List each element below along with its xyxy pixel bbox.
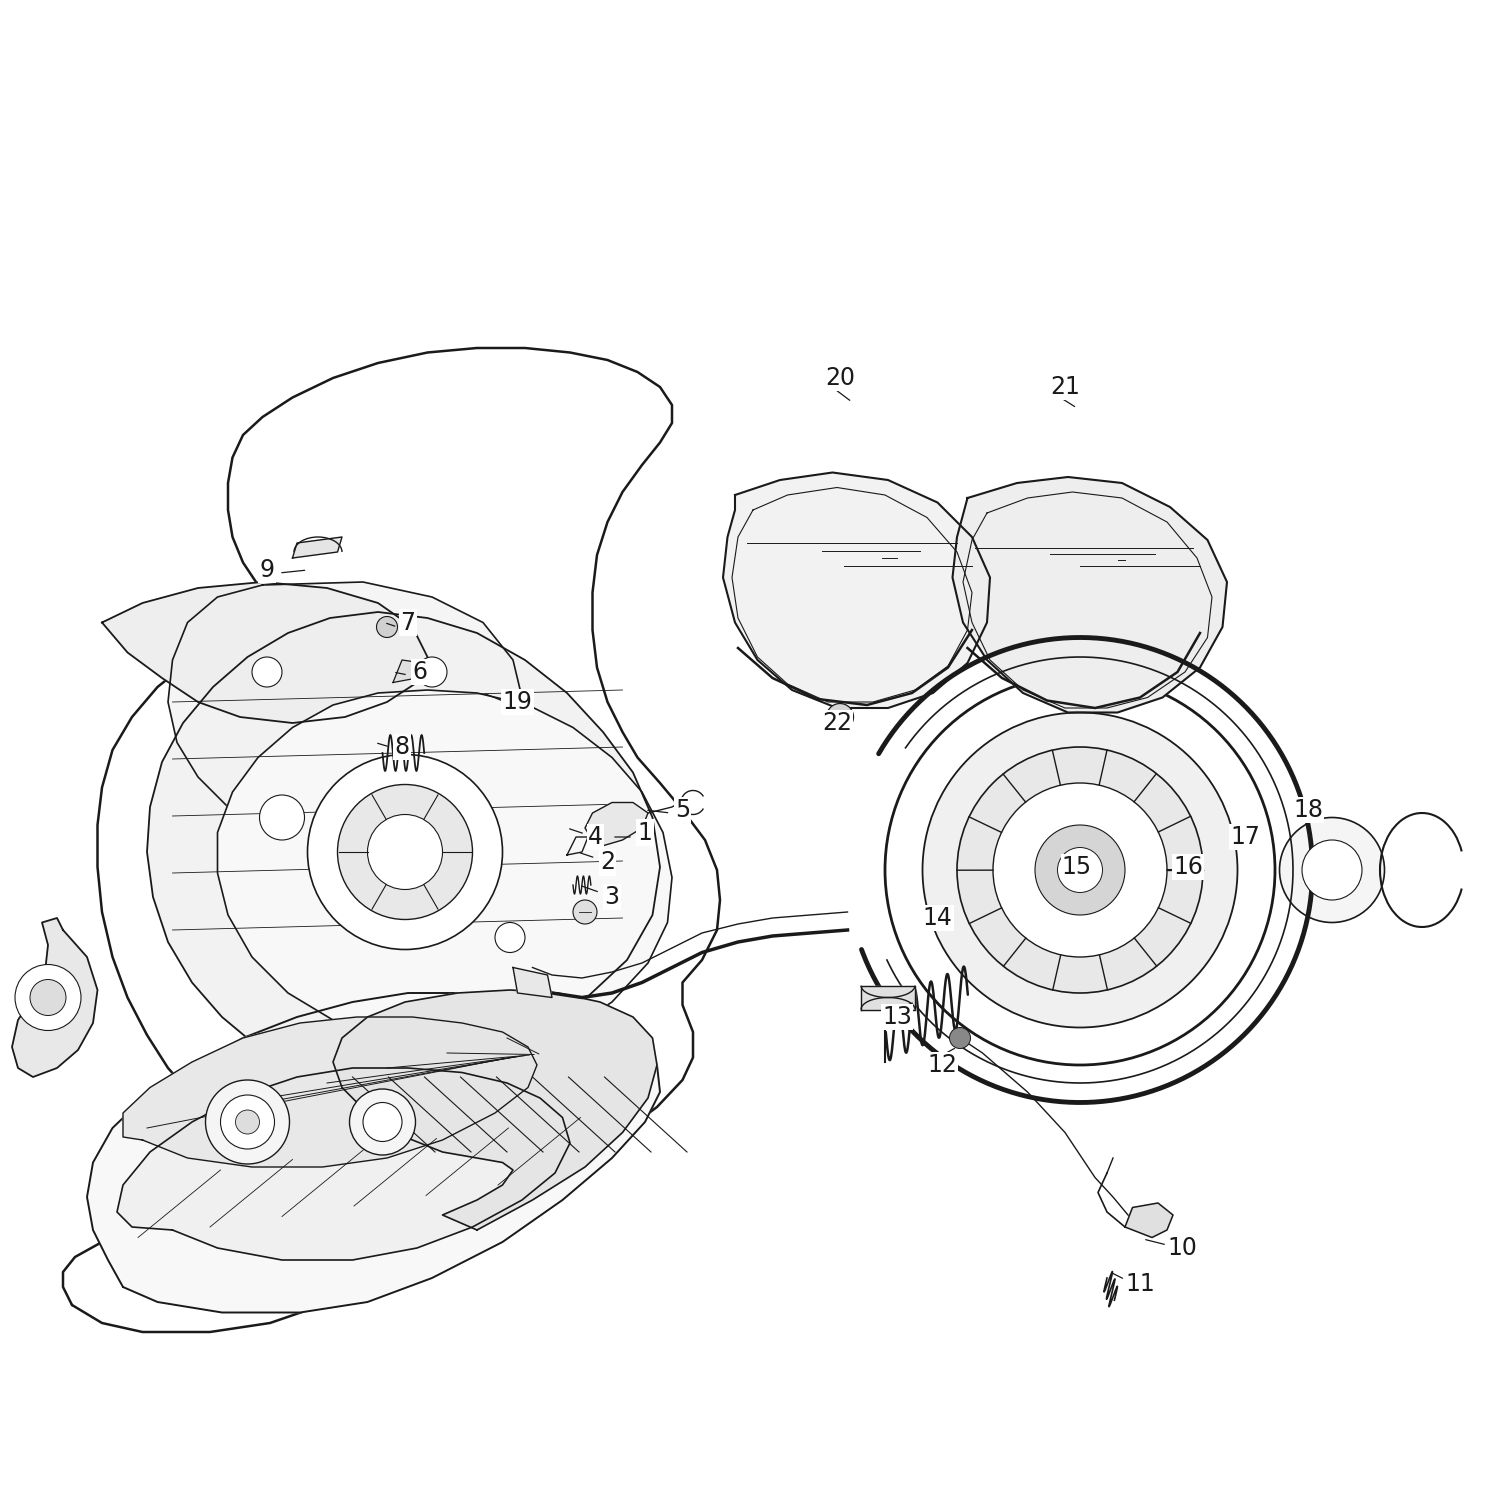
Circle shape: [368, 815, 442, 890]
Text: 3: 3: [604, 885, 619, 909]
Text: 7: 7: [400, 610, 416, 634]
Polygon shape: [393, 660, 423, 682]
Text: 22: 22: [822, 711, 852, 735]
Circle shape: [30, 980, 66, 1016]
Text: 21: 21: [1050, 375, 1080, 399]
Text: 2: 2: [600, 850, 615, 874]
Circle shape: [376, 616, 398, 638]
Circle shape: [252, 657, 282, 687]
Circle shape: [957, 747, 1203, 993]
Circle shape: [236, 1110, 260, 1134]
Text: 12: 12: [927, 1053, 957, 1077]
Circle shape: [885, 675, 1275, 1065]
Polygon shape: [585, 802, 648, 847]
Circle shape: [206, 1080, 290, 1164]
Circle shape: [1302, 840, 1362, 900]
Polygon shape: [952, 477, 1227, 712]
Polygon shape: [861, 986, 915, 1010]
Polygon shape: [723, 472, 990, 708]
Circle shape: [1058, 847, 1102, 892]
Circle shape: [495, 922, 525, 952]
Text: 5: 5: [675, 798, 690, 822]
Polygon shape: [117, 1068, 570, 1260]
Circle shape: [827, 704, 854, 730]
Circle shape: [950, 1028, 970, 1048]
Text: 4: 4: [588, 825, 603, 849]
Text: 19: 19: [503, 690, 532, 714]
Polygon shape: [63, 348, 720, 1332]
Polygon shape: [292, 537, 342, 558]
Circle shape: [363, 1102, 402, 1142]
Text: 11: 11: [1125, 1272, 1155, 1296]
Circle shape: [308, 754, 503, 950]
Circle shape: [993, 783, 1167, 957]
Polygon shape: [102, 582, 427, 723]
Text: 9: 9: [260, 558, 274, 582]
Circle shape: [1280, 818, 1384, 922]
Text: 16: 16: [1173, 855, 1203, 879]
Circle shape: [350, 1089, 416, 1155]
Polygon shape: [87, 993, 660, 1312]
Text: 18: 18: [1293, 798, 1323, 822]
Polygon shape: [217, 690, 672, 1047]
Text: 15: 15: [1062, 855, 1092, 879]
Circle shape: [15, 964, 81, 1030]
Text: 10: 10: [1167, 1236, 1197, 1260]
Text: 13: 13: [882, 1005, 912, 1029]
Polygon shape: [513, 968, 552, 998]
Polygon shape: [12, 918, 98, 1077]
Circle shape: [417, 657, 447, 687]
Text: 6: 6: [413, 660, 428, 684]
Polygon shape: [147, 612, 660, 1083]
Polygon shape: [168, 582, 522, 840]
Polygon shape: [123, 1017, 537, 1167]
Text: 17: 17: [1230, 825, 1260, 849]
Polygon shape: [1125, 1203, 1173, 1237]
Polygon shape: [333, 990, 657, 1230]
Text: 8: 8: [394, 735, 410, 759]
Circle shape: [220, 1095, 274, 1149]
Text: 14: 14: [922, 906, 952, 930]
Circle shape: [338, 784, 472, 920]
Text: 20: 20: [825, 366, 855, 390]
Circle shape: [573, 900, 597, 924]
Text: 1: 1: [638, 821, 652, 844]
Circle shape: [922, 712, 1238, 1028]
Circle shape: [260, 795, 305, 840]
Circle shape: [1035, 825, 1125, 915]
